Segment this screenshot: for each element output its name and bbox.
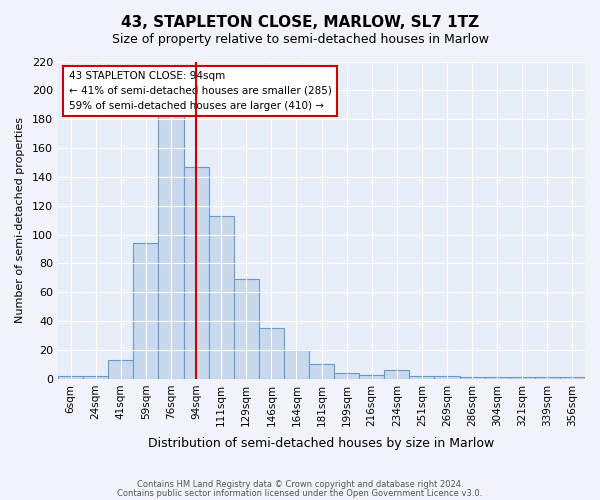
Bar	[58, 376, 83, 379]
Bar	[234, 280, 259, 379]
Text: Size of property relative to semi-detached houses in Marlow: Size of property relative to semi-detach…	[112, 32, 488, 46]
Y-axis label: Number of semi-detached properties: Number of semi-detached properties	[15, 117, 25, 323]
Text: 43 STAPLETON CLOSE: 94sqm
← 41% of semi-detached houses are smaller (285)
59% of: 43 STAPLETON CLOSE: 94sqm ← 41% of semi-…	[68, 71, 331, 110]
Bar	[485, 378, 510, 379]
X-axis label: Distribution of semi-detached houses by size in Marlow: Distribution of semi-detached houses by …	[148, 437, 494, 450]
Bar	[409, 376, 434, 379]
Text: Contains HM Land Registry data © Crown copyright and database right 2024.: Contains HM Land Registry data © Crown c…	[137, 480, 463, 489]
Bar	[460, 378, 485, 379]
Bar	[83, 376, 108, 379]
Bar	[560, 378, 585, 379]
Bar	[184, 167, 209, 379]
Text: 43, STAPLETON CLOSE, MARLOW, SL7 1TZ: 43, STAPLETON CLOSE, MARLOW, SL7 1TZ	[121, 15, 479, 30]
Bar	[158, 112, 184, 379]
Bar	[434, 376, 460, 379]
Bar	[359, 374, 384, 379]
Bar	[259, 328, 284, 379]
Bar	[510, 378, 535, 379]
Text: Contains public sector information licensed under the Open Government Licence v3: Contains public sector information licen…	[118, 489, 482, 498]
Bar	[209, 216, 234, 379]
Bar	[384, 370, 409, 379]
Bar	[334, 373, 359, 379]
Bar	[284, 350, 309, 379]
Bar	[108, 360, 133, 379]
Bar	[133, 244, 158, 379]
Bar	[535, 378, 560, 379]
Bar	[309, 364, 334, 379]
